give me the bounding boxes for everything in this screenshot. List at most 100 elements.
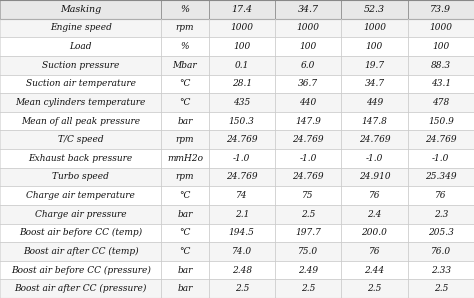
Text: 1000: 1000 bbox=[429, 24, 452, 32]
Bar bbox=[161, 149, 209, 167]
Bar bbox=[161, 74, 209, 93]
Text: 1000: 1000 bbox=[230, 24, 253, 32]
Bar bbox=[0, 205, 161, 224]
Text: 2.1: 2.1 bbox=[235, 210, 249, 219]
Text: 28.1: 28.1 bbox=[232, 79, 252, 88]
Text: 1000: 1000 bbox=[297, 24, 319, 32]
Text: Exhaust back pressure: Exhaust back pressure bbox=[28, 154, 133, 163]
Text: 2.3: 2.3 bbox=[434, 210, 448, 219]
Bar bbox=[209, 93, 275, 112]
Bar bbox=[161, 224, 209, 242]
Text: 88.3: 88.3 bbox=[431, 61, 451, 70]
Bar bbox=[209, 167, 275, 186]
Bar bbox=[341, 18, 408, 37]
Bar bbox=[209, 242, 275, 261]
Text: Engine speed: Engine speed bbox=[50, 24, 111, 32]
Text: 435: 435 bbox=[233, 98, 250, 107]
Text: °C: °C bbox=[179, 98, 191, 107]
Bar bbox=[341, 93, 408, 112]
Text: 76: 76 bbox=[369, 191, 380, 200]
Text: °C: °C bbox=[179, 247, 191, 256]
Text: Boost air before CC (pressure): Boost air before CC (pressure) bbox=[10, 266, 151, 275]
Text: T/C speed: T/C speed bbox=[58, 135, 103, 144]
Text: 197.7: 197.7 bbox=[295, 228, 321, 237]
Text: 75.0: 75.0 bbox=[298, 247, 318, 256]
Bar bbox=[341, 149, 408, 167]
Text: 2.4: 2.4 bbox=[367, 210, 382, 219]
Bar bbox=[161, 93, 209, 112]
Bar bbox=[275, 112, 341, 131]
Text: -1.0: -1.0 bbox=[366, 154, 383, 163]
Text: Boost air after CC (pressure): Boost air after CC (pressure) bbox=[14, 284, 147, 293]
Text: 24.769: 24.769 bbox=[226, 173, 257, 181]
Bar bbox=[275, 149, 341, 167]
Bar bbox=[408, 167, 474, 186]
Bar bbox=[0, 56, 161, 74]
Text: 100: 100 bbox=[366, 42, 383, 51]
Bar bbox=[209, 56, 275, 74]
Text: Boost air before CC (temp): Boost air before CC (temp) bbox=[19, 228, 142, 238]
Text: 150.3: 150.3 bbox=[229, 117, 255, 125]
Text: 75: 75 bbox=[302, 191, 314, 200]
Bar bbox=[408, 224, 474, 242]
Bar bbox=[209, 261, 275, 280]
Bar bbox=[408, 149, 474, 167]
Bar bbox=[408, 112, 474, 131]
Bar bbox=[0, 149, 161, 167]
Bar bbox=[209, 74, 275, 93]
Bar bbox=[0, 93, 161, 112]
Text: 150.9: 150.9 bbox=[428, 117, 454, 125]
Bar bbox=[0, 224, 161, 242]
Text: Mbar: Mbar bbox=[173, 61, 197, 70]
Bar bbox=[275, 74, 341, 93]
Text: 24.769: 24.769 bbox=[359, 135, 390, 144]
Bar bbox=[161, 131, 209, 149]
Bar bbox=[341, 74, 408, 93]
Text: 2.5: 2.5 bbox=[235, 284, 249, 293]
Text: 478: 478 bbox=[432, 98, 449, 107]
Text: Charge air temperature: Charge air temperature bbox=[26, 191, 135, 200]
Bar bbox=[275, 0, 341, 18]
Text: 24.910: 24.910 bbox=[359, 173, 390, 181]
Bar bbox=[341, 167, 408, 186]
Bar bbox=[408, 0, 474, 18]
Bar bbox=[275, 93, 341, 112]
Text: 52.3: 52.3 bbox=[364, 5, 385, 14]
Bar bbox=[275, 167, 341, 186]
Text: 2.44: 2.44 bbox=[365, 266, 384, 274]
Text: 36.7: 36.7 bbox=[298, 79, 318, 88]
Text: -1.0: -1.0 bbox=[432, 154, 449, 163]
Text: rpm: rpm bbox=[175, 173, 194, 181]
Text: -1.0: -1.0 bbox=[233, 154, 250, 163]
Text: 200.0: 200.0 bbox=[362, 228, 387, 237]
Bar bbox=[161, 242, 209, 261]
Bar bbox=[341, 0, 408, 18]
Text: 1000: 1000 bbox=[363, 24, 386, 32]
Bar bbox=[275, 224, 341, 242]
Bar bbox=[408, 56, 474, 74]
Bar bbox=[408, 74, 474, 93]
Text: 205.3: 205.3 bbox=[428, 228, 454, 237]
Bar bbox=[408, 205, 474, 224]
Text: %: % bbox=[181, 5, 189, 14]
Bar bbox=[341, 112, 408, 131]
Bar bbox=[161, 205, 209, 224]
Text: Masking: Masking bbox=[60, 5, 101, 14]
Bar bbox=[341, 261, 408, 280]
Bar bbox=[275, 242, 341, 261]
Text: °C: °C bbox=[179, 191, 191, 200]
Bar bbox=[209, 18, 275, 37]
Text: Mean of all peak pressure: Mean of all peak pressure bbox=[21, 117, 140, 125]
Text: 74: 74 bbox=[236, 191, 247, 200]
Bar bbox=[209, 131, 275, 149]
Text: Charge air pressure: Charge air pressure bbox=[35, 210, 127, 219]
Text: 100: 100 bbox=[300, 42, 317, 51]
Bar bbox=[408, 280, 474, 298]
Bar bbox=[161, 112, 209, 131]
Bar bbox=[209, 280, 275, 298]
Text: %: % bbox=[181, 42, 189, 51]
Bar bbox=[275, 205, 341, 224]
Bar bbox=[161, 18, 209, 37]
Text: 147.9: 147.9 bbox=[295, 117, 321, 125]
Text: bar: bar bbox=[177, 266, 192, 274]
